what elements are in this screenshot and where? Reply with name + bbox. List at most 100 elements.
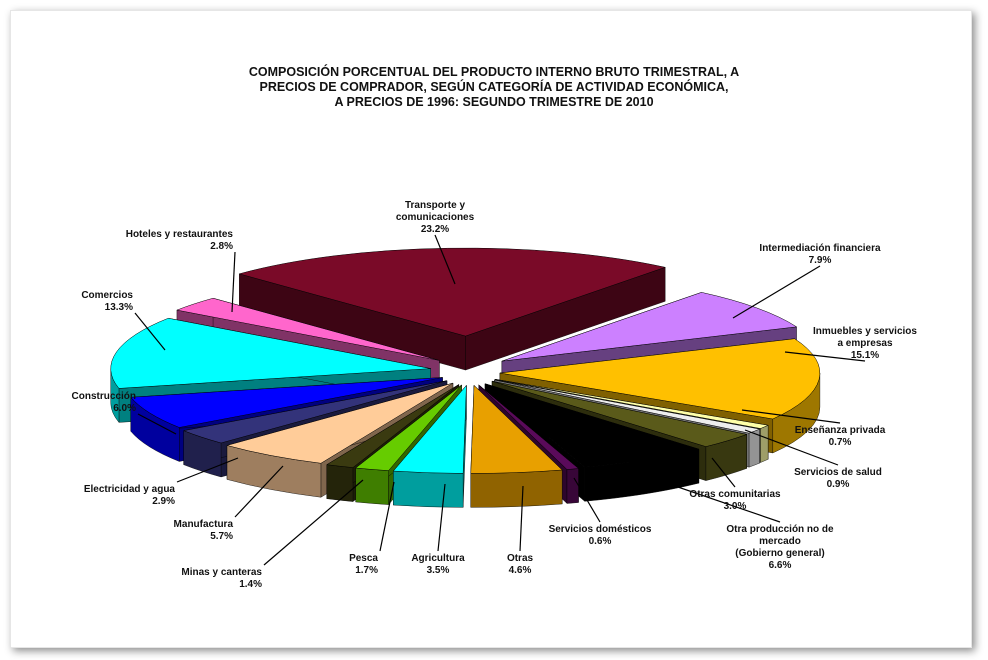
slice-name-label: Inmuebles y servicios: [813, 326, 917, 337]
leader-line: [744, 429, 839, 466]
leader-lines: [134, 234, 866, 566]
slice-value-label: 6.0%: [113, 403, 136, 414]
slice-name-label: Intermediación financiera: [759, 243, 881, 254]
slice-name-label: Enseñanza privada: [795, 425, 886, 436]
leader-line: [639, 473, 781, 523]
pie-slice-top: [484, 383, 700, 468]
slice-name-label: Otra producción no de: [726, 524, 834, 535]
slice-value-label: 0.6%: [589, 536, 612, 547]
slice-name-label: Manufactura: [174, 519, 234, 530]
slice-label: Otras comunitarias 3.0%: [689, 489, 781, 512]
pie-slice-top: [176, 297, 440, 361]
slice-value-label: 0.9%: [827, 479, 850, 490]
pie-slice-top: [491, 380, 748, 447]
chart-title-line: A PRECIOS DE 1996: SEGUNDO TRIMESTRE DE …: [334, 95, 653, 109]
leader-line: [741, 409, 841, 424]
slice-value-label: 3.0%: [724, 501, 747, 512]
leader-line: [434, 234, 456, 285]
slice-label: Minas y canteras 1.4%: [181, 567, 262, 590]
pie-slice-rim: [393, 470, 464, 508]
slice-value-label: 0.7%: [829, 437, 852, 448]
pie-slice-top: [392, 384, 467, 474]
pie-slice-top: [226, 382, 454, 464]
slice-value-label: 6.6%: [769, 560, 792, 571]
slice-name-label: Electricidad y agua: [84, 484, 176, 495]
slice-label: Electricidad y agua 2.9%: [84, 484, 176, 507]
slice-label: Inmuebles y servicios a empresas 15.1%: [813, 326, 917, 361]
pie-slice-rim: [355, 467, 389, 505]
slice-label: Enseñanza privada 0.7%: [795, 425, 886, 448]
slice-value-label: 2.9%: [152, 496, 175, 507]
slice-label: Construcción 6.0%: [72, 391, 137, 414]
pie-slices: [110, 247, 821, 508]
leader-line: [784, 351, 866, 362]
leader-line: [134, 312, 166, 351]
slice-label: Pesca 1.7%: [349, 553, 378, 576]
slice-labels: Transporte y comunicaciones 23.2% Intermedi…: [72, 200, 918, 590]
slice-label: Hoteles y restaurantes 2.8%: [126, 229, 234, 252]
pie-slice-rim: [566, 468, 579, 504]
slice-value-label: 15.1%: [851, 350, 879, 361]
pie-slice-top: [478, 384, 580, 470]
pie-slice-top: [470, 384, 563, 474]
slice-value-label: 7.9%: [809, 255, 832, 266]
slice-value-label: 2.8%: [210, 241, 233, 252]
slice-label: Otras 4.6%: [507, 553, 534, 576]
slice-label: Servicios de salud 0.9%: [794, 467, 882, 490]
pie-slice-top: [182, 380, 448, 444]
leader-line: [732, 265, 821, 319]
pie-slice-top: [130, 377, 443, 428]
slice-name-label: Servicios domésticos: [549, 524, 652, 535]
slice-value-label: 1.7%: [355, 565, 378, 576]
chart-title-line: PRECIOS DE COMPRADOR, SEGÚN CATEGORÍA DE…: [259, 79, 728, 94]
slice-name-label: Construcción: [72, 391, 136, 402]
pie-slice-rim: [470, 469, 563, 508]
slice-name-label: Minas y canteras: [181, 567, 262, 578]
leader-line: [519, 485, 524, 552]
leader-line: [231, 251, 236, 313]
slice-value-label: 5.7%: [210, 531, 233, 542]
leader-line: [234, 465, 284, 518]
slice-name-label: Transporte y: [405, 200, 465, 211]
leader-line: [137, 413, 177, 435]
slice-label: Intermediación financiera 7.9%: [759, 243, 881, 266]
slice-name-label: Agricultura: [411, 553, 465, 564]
pie-slice: [238, 247, 667, 371]
slice-value-label: 1.4%: [239, 579, 262, 590]
pie-slice-top: [494, 379, 761, 434]
pie-slice-rim: [760, 424, 769, 463]
leader-line: [573, 477, 601, 523]
pie-slice: [392, 384, 467, 508]
slice-value-label: 23.2%: [421, 224, 449, 235]
pie-slice-top: [110, 317, 431, 389]
pie-slice-top: [501, 292, 798, 362]
leader-line: [176, 457, 239, 483]
slice-name-label: mercado: [759, 536, 801, 547]
slice-value-label: 13.3%: [105, 302, 133, 313]
chart-title: COMPOSICIÓN PORCENTUAL DEL PRODUCTO INTE…: [249, 64, 739, 109]
slice-name-label: Hoteles y restaurantes: [126, 229, 234, 240]
slice-label: Transporte y comunicaciones 23.2%: [396, 200, 475, 235]
slice-value-label: 4.6%: [509, 565, 532, 576]
chart-title-line: COMPOSICIÓN PORCENTUAL DEL PRODUCTO INTE…: [249, 64, 739, 79]
pie-slice-top: [495, 379, 769, 429]
pie-slice-top: [238, 247, 667, 337]
slice-name-label: Comercios: [81, 290, 133, 301]
pie-slice-top: [499, 338, 821, 420]
slice-name-label: (Gobierno general): [735, 548, 824, 559]
pie-slice-top: [355, 384, 462, 471]
slice-name-label: Pesca: [349, 553, 378, 564]
leader-line: [379, 481, 395, 552]
slice-name-label: Otras: [507, 553, 534, 564]
slice-label: Comercios 13.3%: [81, 290, 133, 313]
leader-line: [711, 457, 736, 488]
slice-name-label: Otras comunitarias: [689, 489, 781, 500]
slice-label: Manufactura 5.7%: [174, 519, 234, 542]
slice-label: Otra producción no de mercado (Gobierno ge…: [726, 524, 834, 571]
slice-label: Agricultura 3.5%: [411, 553, 465, 576]
pie-slice-top: [326, 384, 459, 468]
pie-slice-rim: [326, 464, 354, 502]
leader-line: [437, 483, 446, 552]
